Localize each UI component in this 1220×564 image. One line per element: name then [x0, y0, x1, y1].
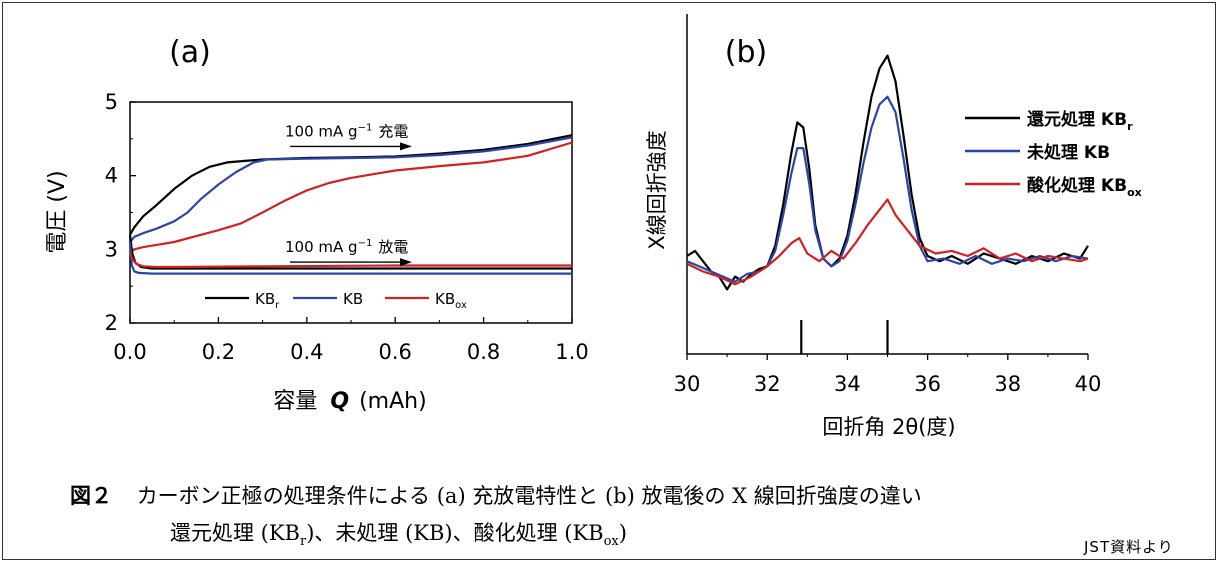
panel-b-x-axis-label: 回折角 2θ(度) [822, 415, 955, 439]
panel-a-y-tick-label: 3 [105, 237, 118, 261]
panel-a-legend-label: KBox [435, 290, 467, 311]
panel-a-y-ticks: 2 3 4 5 [105, 90, 136, 335]
panel-a-annotation-arrow-head [400, 142, 412, 151]
caption-part-c: ) [618, 521, 627, 545]
panel-a-series-line [128, 241, 572, 275]
caption-part-a: 還元処理 (KB [170, 521, 300, 545]
panel-a-series-line [128, 234, 572, 270]
caption-line-1: 図２ カーボン正極の処理条件による (a) 充放電特性と (b) 放電後の X … [70, 480, 922, 510]
panel-a-legend-label: KB [343, 290, 363, 308]
panel-b-legend: 還元処理 KBr 未処理 KB 酸化処理 KBox [965, 110, 1142, 199]
panel-a-series [128, 134, 573, 275]
panel-b-series-line [686, 54, 1089, 291]
panel-b-legend-label: 未処理 KB [1026, 142, 1110, 163]
panel-b-x-tick-label: 40 [1075, 372, 1102, 396]
panel-a-y-axis-label: 電圧 (V) [45, 170, 70, 253]
panel-a-x-label-unit: (mAh) [359, 389, 427, 414]
panel-a-label: (a) [169, 35, 211, 70]
panel-a-y-tick-label: 2 [105, 311, 118, 335]
caption-figure-label: 図２ [70, 483, 112, 508]
panel-a-x-tick-label: 0.0 [113, 340, 146, 364]
source-note: JST資料より [1084, 538, 1174, 556]
panel-b-series [686, 54, 1089, 291]
panel-a-x-label-var: Q [330, 389, 349, 414]
panel-b-x-ticks: 30 32 34 36 38 40 [674, 354, 1102, 396]
panel-a-x-tick-label: 0.4 [290, 340, 323, 364]
panel-a-x-axis-label: 容量 Q (mAh) [273, 389, 426, 414]
panel-b-reference-peaks [800, 320, 889, 354]
panel-b-y-axis-label: X線回折強度 [645, 130, 669, 249]
panel-a-y-tick-label: 5 [105, 90, 118, 114]
panel-a-legend: KBr KB KBox [205, 290, 467, 311]
caption-title: カーボン正極の処理条件による (a) 充放電特性と (b) 放電後の X 線回折… [136, 484, 922, 508]
caption-sub-ox: ox [603, 534, 619, 550]
panel-a-x-ticks: 0.0 0.2 0.4 0.6 0.8 1.0 [113, 317, 589, 364]
panel-a-series-line [129, 136, 573, 243]
panel-a-series-line [129, 141, 573, 254]
panel-b-x-tick-label: 38 [994, 372, 1021, 396]
panel-b-x-tick-label: 30 [674, 372, 701, 396]
caption-line-2: 還元処理 (KBr)、未処理 (KB)、酸化処理 (KBox) [170, 517, 627, 549]
panel-a-x-tick-label: 0.8 [467, 340, 500, 364]
panel-a-legend-label: KBr [255, 290, 280, 311]
panel-b-label: (b) [725, 35, 767, 70]
panel-a-x-tick-label: 0.2 [202, 340, 235, 364]
panel-a-series-line [129, 134, 573, 236]
panel-a-rate-annotation: 100 mA g−1 充電 [285, 122, 408, 140]
caption-sub-r: r [300, 534, 307, 550]
panel-b-x-tick-label: 34 [834, 372, 861, 396]
panel-b-legend-label: 酸化処理 KBox [1027, 175, 1142, 199]
panel-a-x-tick-label: 1.0 [555, 340, 588, 364]
panel-b-legend-label: 還元処理 KBr [1027, 110, 1133, 133]
panel-a-rate-annotation: 100 mA g−1 放電 [285, 238, 408, 256]
panel-b-chart: (b) 30 32 34 36 38 40 還元処理 KBr 未処理 KB 酸化処理 KBox… [645, 14, 1142, 439]
panel-a-series-line [128, 252, 572, 269]
panel-a-x-tick-label: 0.6 [378, 340, 411, 364]
panel-a-annotations: 100 mA g−1 充電 100 mA g−1 放電 [285, 122, 412, 267]
panel-b-series-line [686, 198, 1089, 286]
panel-b-x-tick-label: 36 [914, 372, 941, 396]
caption-part-b: )、未処理 (KB)、酸化処理 (KB [306, 521, 604, 545]
panel-b-x-tick-label: 32 [754, 372, 781, 396]
panel-a-chart: (a) 0.0 0.2 0.4 0.6 0.8 1.0 2 3 4 5 100 mA g−1 充電… [45, 35, 589, 414]
panel-a-x-label-main: 容量 [273, 389, 317, 414]
panel-a-annotation-arrow-head [400, 258, 412, 267]
panel-a-y-tick-label: 4 [105, 164, 118, 188]
